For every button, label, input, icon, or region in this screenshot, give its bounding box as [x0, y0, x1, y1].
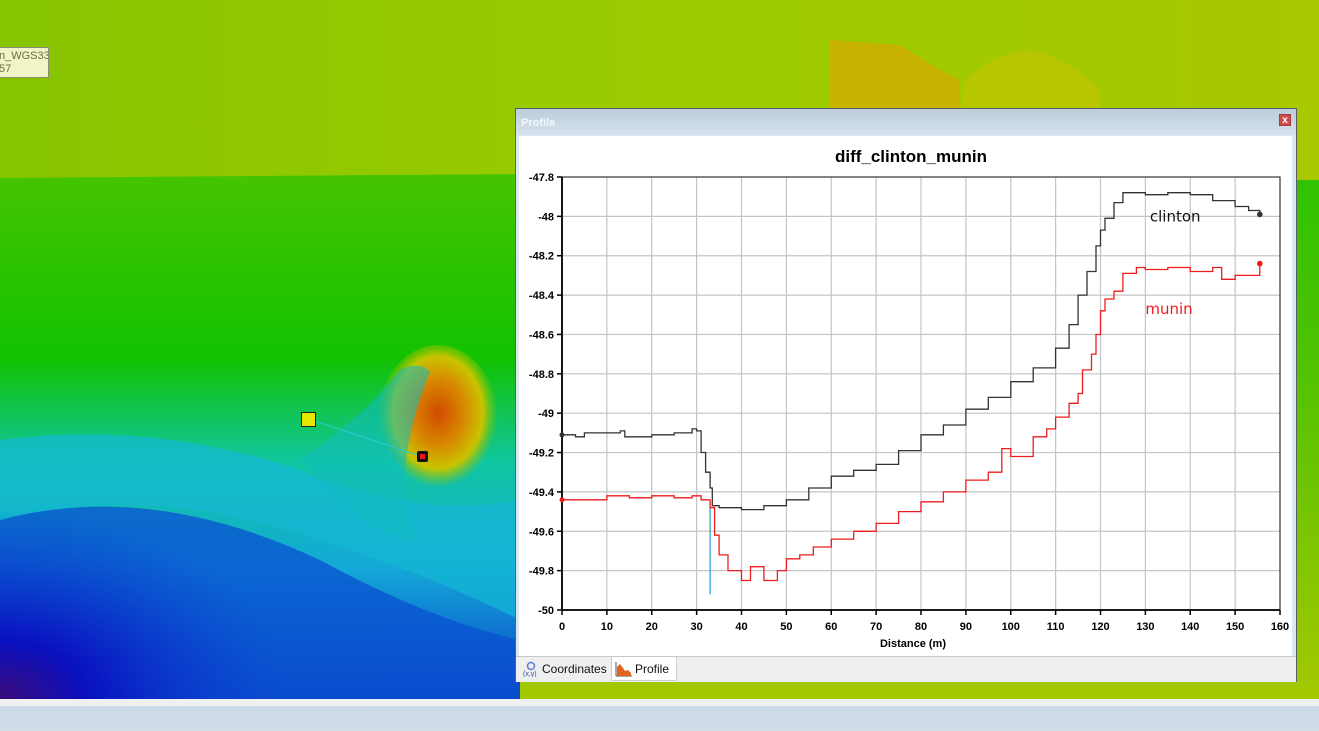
series-start-dot-clinton [559, 432, 565, 438]
x-tick-label: 30 [691, 621, 703, 633]
profile-end-handle[interactable] [417, 451, 428, 462]
y-tick-label: -48.8 [529, 369, 554, 381]
x-tick-label: 0 [559, 621, 565, 633]
close-button[interactable]: x [1279, 114, 1291, 126]
legend-label-munin: munin [1145, 300, 1192, 318]
x-tick-label: 160 [1271, 621, 1289, 633]
tab-coordinates[interactable]: (x,y) Coordinates [519, 657, 609, 681]
tooltip-line-1: n_WGS33 [0, 50, 49, 62]
x-tick-label: 70 [870, 621, 882, 633]
series-line-clinton [562, 192, 1261, 511]
status-bar [0, 699, 1319, 731]
x-axis-label: Distance (m) [880, 638, 946, 650]
tab-profile-label: Profile [635, 661, 670, 676]
y-tick-label: -49.8 [529, 566, 554, 578]
x-tick-label: 80 [915, 621, 927, 633]
window-title-bar[interactable]: Profile x [516, 109, 1296, 135]
y-tick-label: -50 [538, 605, 554, 617]
svg-text:(x,y): (x,y) [523, 671, 537, 677]
x-tick-label: 100 [1002, 621, 1020, 633]
legend-label-clinton: clinton [1150, 207, 1201, 225]
series-end-dot-munin [1257, 260, 1263, 267]
profile-chart: diff_clinton_munin 0 10 20 30 40 50 60 70 80 90 100… [519, 136, 1292, 656]
y-tick-label: -48.6 [529, 329, 554, 341]
tooltip-line-2: 57 [0, 63, 12, 75]
x-tick-label: 40 [735, 621, 747, 633]
x-tick-label: 50 [780, 621, 792, 633]
map-tooltip: n_WGS33 57 [0, 47, 49, 78]
profile-start-handle[interactable] [301, 412, 316, 427]
profile-line[interactable] [307, 418, 424, 458]
tab-profile[interactable]: Profile [611, 657, 677, 681]
x-tick-label: 60 [825, 621, 837, 633]
y-tick-label: -48 [538, 211, 554, 223]
profile-window: Profile x diff_clinton_munin 0 10 20 30 40 50 6… [515, 108, 1297, 682]
x-tick-label: 150 [1226, 621, 1244, 633]
tab-bar: (x,y) Coordinates Profile [516, 656, 1296, 682]
y-tick-label: -49.2 [529, 448, 554, 460]
x-tick-label: 140 [1181, 621, 1199, 633]
window-title: Profile [521, 117, 556, 129]
y-tick-label: -48.2 [529, 251, 554, 263]
x-tick-label: 90 [960, 621, 972, 633]
xy-coordinates-icon: (x,y) [522, 661, 540, 678]
x-tick-label: 120 [1091, 621, 1109, 633]
profile-chart-plot: diff_clinton_munin 0 10 20 30 40 50 60 70 80 90 100… [529, 147, 1289, 650]
y-tick-label: -47.8 [529, 172, 554, 184]
y-tick-label: -48.4 [529, 290, 555, 302]
x-tick-label: 130 [1136, 621, 1154, 633]
series-end-dot-clinton [1257, 211, 1263, 218]
series-line-munin [562, 263, 1261, 582]
tab-coordinates-label: Coordinates [542, 662, 607, 676]
y-tick-label: -49 [538, 408, 554, 420]
profile-chart-icon [615, 661, 633, 677]
y-tick-label: -49.6 [529, 526, 554, 538]
x-tick-label: 110 [1047, 621, 1065, 633]
x-tick-label: 10 [601, 621, 613, 633]
y-tick-label: -49.4 [529, 487, 555, 499]
chart-title: diff_clinton_munin [835, 147, 987, 166]
x-tick-label: 20 [646, 621, 658, 633]
series-start-dot-munin [559, 497, 565, 503]
